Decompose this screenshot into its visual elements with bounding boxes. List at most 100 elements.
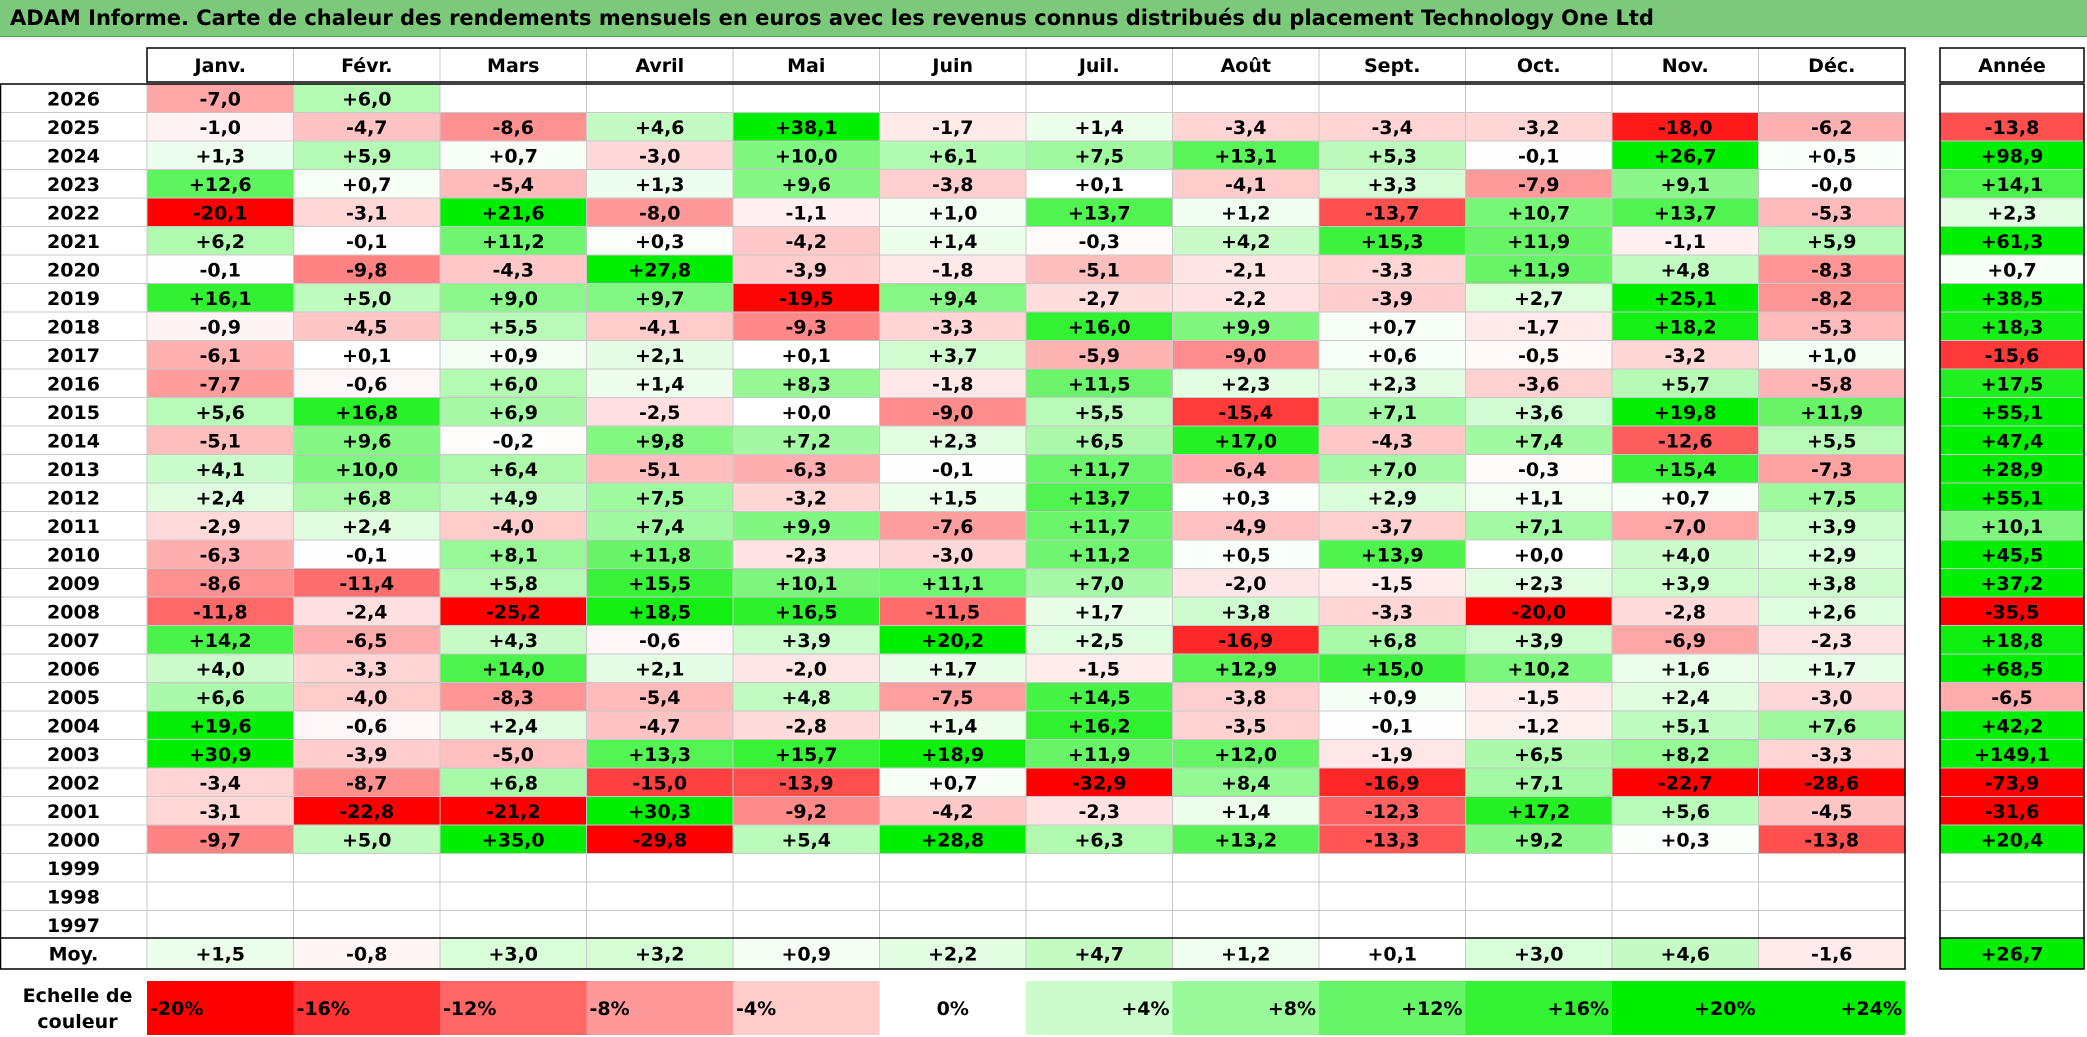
- month-return-value: +9,7: [635, 288, 685, 310]
- month-return-cell: [1465, 853, 1613, 883]
- month-return-value: +0,7: [928, 772, 978, 794]
- month-return-value: -0,1: [1371, 715, 1413, 737]
- month-return-cell: [439, 910, 587, 940]
- month-return-value: +0,0: [1514, 544, 1564, 566]
- year-label-cell: [0, 368, 148, 398]
- month-return-cell: [1025, 767, 1173, 797]
- month-return-value: +8,2: [1660, 744, 1710, 766]
- month-return-value: -2,7: [1078, 288, 1120, 310]
- month-return-value: -20,0: [1511, 601, 1566, 623]
- month-return-value: -0,1: [346, 231, 388, 253]
- month-return-value: +38,1: [775, 117, 838, 139]
- month-return-cell: [1025, 881, 1173, 911]
- month-return-value: +7,1: [1514, 772, 1564, 794]
- month-return-cell: [439, 311, 587, 341]
- year-label-cell: [0, 226, 148, 256]
- annual-return-cell: [1939, 482, 2085, 512]
- month-return-cell: [146, 539, 294, 569]
- month-return-cell: [439, 625, 587, 655]
- month-return-cell: [879, 454, 1027, 484]
- average-return-cell: [1318, 937, 1466, 970]
- month-return-cell: [439, 397, 587, 427]
- month-return-cell: [586, 539, 734, 569]
- annual-return-cell: [1939, 197, 2085, 227]
- month-return-value: +13,9: [1361, 544, 1424, 566]
- year-label: 2018: [47, 316, 100, 338]
- month-return-value: -4,5: [1811, 801, 1853, 823]
- month-return-value: -5,8: [1811, 373, 1853, 395]
- month-return-value: -2,1: [1225, 259, 1267, 281]
- month-return-value: +21,6: [482, 202, 545, 224]
- month-return-value: +2,3: [1514, 573, 1564, 595]
- month-header-label: Sept.: [1364, 55, 1420, 77]
- month-return-cell: [146, 425, 294, 455]
- annual-return-value: -13,8: [1985, 117, 2040, 139]
- month-return-value: +13,3: [628, 744, 691, 766]
- average-return-value: +0,9: [781, 944, 831, 966]
- month-return-value: +8,3: [781, 373, 831, 395]
- month-return-value: +16,1: [189, 288, 252, 310]
- month-return-value: +2,1: [635, 658, 685, 680]
- annual-return-value: +10,1: [1981, 516, 2044, 538]
- month-return-cell: [1465, 226, 1613, 256]
- month-return-value: -2,9: [199, 516, 241, 538]
- month-return-value: +14,2: [189, 630, 252, 652]
- month-return-cell: [1465, 254, 1613, 284]
- month-return-value: -5,0: [492, 744, 534, 766]
- month-return-cell: [146, 511, 294, 541]
- month-return-cell: [1758, 482, 1906, 512]
- month-return-value: -2,5: [639, 402, 681, 424]
- year-label: 2008: [47, 601, 100, 623]
- month-return-value: +12,0: [1214, 744, 1277, 766]
- annual-return-value: -6,5: [1991, 687, 2033, 709]
- month-return-cell: [1172, 454, 1320, 484]
- month-return-value: +5,9: [342, 145, 392, 167]
- month-return-cell: [1465, 454, 1613, 484]
- month-return-cell: [1465, 482, 1613, 512]
- month-return-cell: [732, 596, 880, 626]
- month-return-value: -5,1: [1078, 259, 1120, 281]
- month-return-cell: [1318, 568, 1466, 598]
- month-return-value: -0,3: [1078, 231, 1120, 253]
- month-return-value: +19,6: [189, 715, 252, 737]
- month-return-cell: [439, 824, 587, 854]
- year-label-cell: [0, 197, 148, 227]
- month-return-cell: [586, 682, 734, 712]
- month-return-value: -4,3: [1371, 430, 1413, 452]
- month-return-value: -6,9: [1664, 630, 1706, 652]
- month-return-value: +6,1: [928, 145, 978, 167]
- month-return-value: +0,3: [1660, 829, 1710, 851]
- month-return-value: +0,7: [342, 174, 392, 196]
- month-return-cell: [1465, 511, 1613, 541]
- month-return-cell: [439, 83, 587, 113]
- year-label: 2013: [47, 459, 100, 481]
- month-return-value: +1,4: [1221, 801, 1271, 823]
- month-return-cell: [1465, 824, 1613, 854]
- month-return-cell: [1318, 824, 1466, 854]
- month-header-cell: [439, 47, 587, 83]
- month-return-value: +0,7: [1367, 316, 1417, 338]
- month-return-value: -3,3: [932, 316, 974, 338]
- month-return-value: +2,9: [1367, 487, 1417, 509]
- month-return-value: -11,5: [925, 601, 980, 623]
- scale-label-line2: couleur: [37, 1011, 118, 1033]
- month-return-value: -4,2: [785, 231, 827, 253]
- month-return-cell: [732, 112, 880, 142]
- month-return-cell: [1025, 226, 1173, 256]
- month-return-cell: [293, 539, 441, 569]
- month-return-value: +13,7: [1654, 202, 1717, 224]
- month-return-cell: [293, 425, 441, 455]
- month-return-cell: [879, 739, 1027, 769]
- month-return-value: +11,2: [1068, 544, 1131, 566]
- month-return-cell: [586, 340, 734, 370]
- month-return-value: +4,8: [781, 687, 831, 709]
- month-return-value: -0,0: [1811, 174, 1853, 196]
- month-return-cell: [1025, 511, 1173, 541]
- month-return-value: +2,7: [1514, 288, 1564, 310]
- annual-return-value: +38,5: [1981, 288, 2044, 310]
- month-return-value: -5,1: [639, 459, 681, 481]
- month-return-cell: [439, 254, 587, 284]
- month-return-cell: [879, 625, 1027, 655]
- month-return-value: +7,4: [1514, 430, 1564, 452]
- month-return-value: +1,4: [928, 231, 978, 253]
